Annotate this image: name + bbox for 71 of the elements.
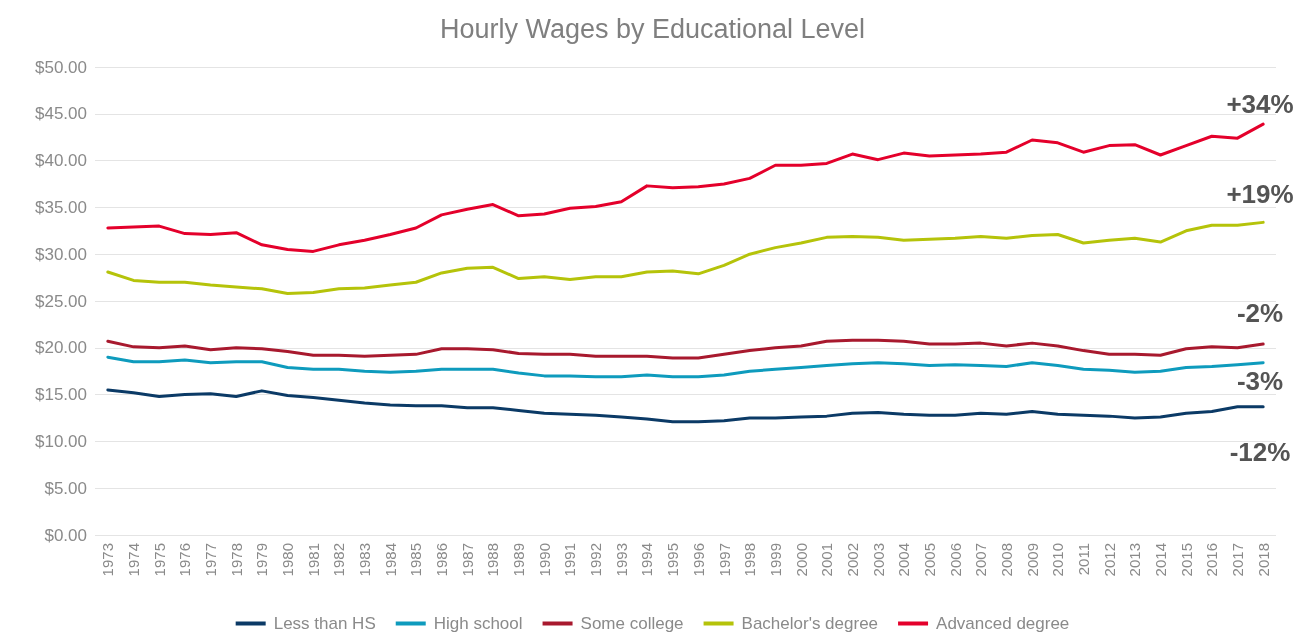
x-tick-label: 1998 bbox=[741, 543, 759, 577]
x-tick-label: 2010 bbox=[1049, 543, 1067, 577]
x-tick-label: 1978 bbox=[227, 543, 245, 577]
chart-title: Hourly Wages by Educational Level bbox=[439, 13, 866, 44]
x-tick-label: 1987 bbox=[458, 543, 476, 577]
annotation: +19% bbox=[1226, 179, 1294, 209]
x-tick-label: 2011 bbox=[1074, 543, 1092, 576]
legend-label: Bachelor's degree bbox=[741, 614, 879, 633]
x-tick-label: 2008 bbox=[997, 543, 1015, 577]
annotation: -2% bbox=[1236, 298, 1284, 328]
x-tick-label: 1993 bbox=[612, 543, 630, 577]
x-tick-label: 1975 bbox=[150, 543, 168, 577]
x-tick-label: 2014 bbox=[1151, 543, 1169, 577]
x-tick-label: 1973 bbox=[99, 543, 117, 577]
x-tick-label: 2007 bbox=[972, 543, 990, 577]
x-tick-label: 2003 bbox=[869, 543, 887, 577]
x-tick-label: 1988 bbox=[484, 543, 502, 577]
legend-label: High school bbox=[433, 614, 523, 633]
x-tick-label: 2017 bbox=[1228, 543, 1246, 577]
x-tick-label: 1986 bbox=[433, 543, 451, 577]
x-tick-label: 1997 bbox=[715, 543, 733, 577]
x-tick-label: 2001 bbox=[818, 543, 836, 577]
annotation: -12% bbox=[1229, 437, 1291, 467]
y-tick-label: $10.00 bbox=[35, 431, 87, 451]
x-tick-label: 2013 bbox=[1126, 543, 1144, 577]
x-tick-label: 1991 bbox=[561, 543, 579, 577]
x-tick-label: 1983 bbox=[356, 543, 374, 577]
y-tick-label: $15.00 bbox=[35, 385, 87, 405]
legend-label: Some college bbox=[580, 614, 684, 633]
annotation: -3% bbox=[1236, 366, 1284, 396]
x-tick-label: 2000 bbox=[792, 543, 810, 577]
x-tick-label: 1985 bbox=[407, 543, 425, 577]
x-tick-label: 1977 bbox=[202, 543, 220, 577]
x-tick-label: 1999 bbox=[766, 543, 784, 577]
x-tick-label: 1990 bbox=[535, 543, 553, 577]
y-tick-label: $20.00 bbox=[35, 338, 87, 358]
x-tick-label: 1981 bbox=[304, 543, 322, 577]
x-tick-label: 1995 bbox=[664, 543, 682, 577]
x-tick-label: 2018 bbox=[1254, 543, 1272, 577]
y-tick-label: $45.00 bbox=[35, 104, 87, 124]
line-series bbox=[106, 388, 1265, 424]
x-tick-label: 2012 bbox=[1100, 543, 1118, 577]
annotation: +34% bbox=[1226, 89, 1294, 119]
x-tick-label: 1974 bbox=[125, 543, 143, 577]
x-tick-label: 1996 bbox=[689, 543, 707, 577]
x-tick-label: 1994 bbox=[638, 543, 656, 577]
y-tick-label: $0.00 bbox=[44, 525, 87, 545]
x-tick-label: 2005 bbox=[920, 543, 938, 577]
x-tick-label: 2016 bbox=[1203, 543, 1221, 577]
y-tick-label: $30.00 bbox=[35, 244, 87, 264]
legend-label: Less than HS bbox=[273, 614, 376, 633]
x-tick-label: 2004 bbox=[895, 543, 913, 577]
legend-label: Advanced degree bbox=[936, 614, 1070, 633]
x-tick-label: 1992 bbox=[587, 543, 605, 577]
x-tick-label: 1984 bbox=[381, 543, 399, 577]
y-tick-label: $35.00 bbox=[35, 197, 87, 217]
y-tick-label: $5.00 bbox=[44, 478, 87, 498]
x-tick-label: 2009 bbox=[1023, 543, 1041, 577]
x-tick-label: 1980 bbox=[279, 543, 297, 577]
x-tick-label: 1979 bbox=[253, 543, 271, 577]
y-tick-label: $50.00 bbox=[35, 57, 87, 77]
line-series bbox=[106, 220, 1265, 296]
x-tick-label: 2002 bbox=[843, 543, 861, 577]
x-tick-label: 1982 bbox=[330, 543, 348, 577]
x-tick-label: 2015 bbox=[1177, 543, 1195, 577]
y-tick-label: $40.00 bbox=[35, 151, 87, 171]
x-tick-label: 1976 bbox=[176, 543, 194, 577]
x-tick-label: 2006 bbox=[946, 543, 964, 577]
x-tick-label: 1989 bbox=[510, 543, 528, 577]
line-series bbox=[106, 338, 1265, 360]
y-tick-label: $25.00 bbox=[35, 291, 87, 311]
